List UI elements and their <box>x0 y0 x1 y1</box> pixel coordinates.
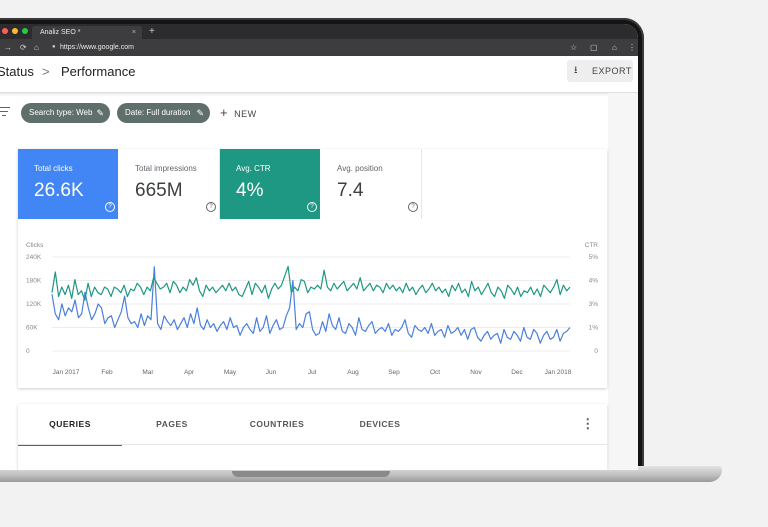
tab-close-icon[interactable]: × <box>131 29 136 36</box>
help-icon[interactable]: ? <box>206 202 216 212</box>
breadcrumb-parent[interactable]: Status <box>0 64 34 79</box>
browser-tab-bar: Analiz SEO * × + <box>0 24 638 39</box>
tab-label: QUERIES <box>49 419 91 429</box>
browser-address-bar: → ⟳ ⌂ ● https://www.google.com ☆ ▢ ⌂ ⋮ <box>0 39 638 56</box>
left-tick-label: 180K <box>26 278 42 285</box>
export-button[interactable]: ⭳ EXPORT <box>567 60 633 82</box>
x-tick-label: Mar <box>142 369 154 376</box>
metric-label: Avg. position <box>337 164 383 173</box>
x-tick-label: Jul <box>308 369 317 376</box>
x-tick-label: Jan 2017 <box>53 369 80 376</box>
chip-label: Date: Full duration <box>125 108 191 117</box>
browser-menu-icon[interactable]: ⋮ <box>628 43 636 52</box>
help-icon[interactable]: ? <box>105 202 115 212</box>
extension-icon[interactable]: ▢ <box>590 43 598 52</box>
more-options-icon[interactable]: ⋮ <box>581 416 595 431</box>
close-window-dot[interactable] <box>2 28 8 34</box>
laptop-screen: Analiz SEO * × + → ⟳ ⌂ ● https://www.goo… <box>0 24 638 470</box>
tab-label: DEVICES <box>359 419 401 429</box>
edit-pencil-icon: ✎ <box>196 108 204 118</box>
filter-chip-date[interactable]: Date: Full duration ✎ <box>117 103 210 123</box>
dimension-tabs-panel: QUERIES PAGES COUNTRIES DEVICES ⋮ <box>18 404 607 470</box>
chip-label: Search type: Web <box>29 108 93 117</box>
x-tick-label: Jun <box>266 369 277 376</box>
tab-label: COUNTRIES <box>249 419 305 429</box>
metric-label: Total clicks <box>34 164 73 173</box>
tab-label: PAGES <box>156 419 188 429</box>
right-tick-label: 1% <box>589 325 599 332</box>
home-icon[interactable]: ⌂ <box>34 43 39 52</box>
metric-label: Total impressions <box>135 164 197 173</box>
filter-icon[interactable] <box>0 107 10 118</box>
tab-pages[interactable]: PAGES <box>122 404 222 444</box>
maximize-window-dot[interactable] <box>22 28 28 34</box>
tab-devices[interactable]: DEVICES <box>332 404 428 444</box>
help-icon[interactable]: ? <box>307 202 317 212</box>
url-field[interactable]: https://www.google.com <box>60 44 134 51</box>
tab-countries[interactable]: COUNTRIES <box>222 404 332 444</box>
x-tick-label: Feb <box>101 369 113 376</box>
new-filter-label: NEW <box>234 109 257 119</box>
metric-card-avg-ctr[interactable]: Avg. CTR 4% ? <box>220 149 320 219</box>
left-tick-label: 240K <box>26 254 42 261</box>
browser-tab[interactable]: Analiz SEO * × <box>32 26 142 39</box>
x-tick-label: Oct <box>430 369 440 376</box>
x-tick-label: Nov <box>470 369 482 376</box>
x-tick-label: Aug <box>347 369 359 376</box>
left-axis-label: Clicks <box>26 242 44 249</box>
minimize-window-dot[interactable] <box>12 28 18 34</box>
right-tick-label: 4% <box>589 278 599 285</box>
profile-icon[interactable]: ⌂ <box>612 43 617 52</box>
tabs-divider <box>18 444 607 445</box>
new-tab-icon[interactable]: + <box>149 26 155 37</box>
page-title: Performance <box>61 64 136 79</box>
export-label: EXPORT <box>592 66 632 76</box>
app-header: Status > Performance ⭳ EXPORT <box>0 56 638 93</box>
right-tick-label: 5% <box>589 254 599 261</box>
help-icon[interactable]: ? <box>408 202 418 212</box>
left-tick-label: 0 <box>26 348 30 355</box>
right-tick-label: 0 <box>594 348 598 355</box>
metric-value: 4% <box>236 180 264 201</box>
metric-value: 7.4 <box>337 180 364 201</box>
metric-value: 26.6K <box>34 180 84 201</box>
right-gutter <box>608 93 638 470</box>
edit-pencil-icon: ✎ <box>96 108 104 118</box>
lock-icon: ● <box>52 44 56 50</box>
tab-queries[interactable]: QUERIES <box>18 404 122 446</box>
metric-card-total-impressions[interactable]: Total impressions 665M ? <box>119 149 220 219</box>
metric-card-total-clicks[interactable]: Total clicks 26.6K ? <box>18 149 118 219</box>
performance-line-chart: Clicks CTR 240K 5% 180K 4% 120K 3% 60K 1% 0 0 Jan … <box>26 242 599 376</box>
metric-label: Avg. CTR <box>236 164 271 173</box>
download-icon: ⭳ <box>574 65 578 76</box>
right-tick-label: 3% <box>589 301 599 308</box>
laptop-hinge <box>232 471 390 477</box>
metric-card-avg-position[interactable]: Avg. position 7.4 ? <box>321 149 422 219</box>
x-tick-label: Jan 2018 <box>545 369 572 376</box>
back-icon[interactable]: → <box>4 43 12 52</box>
metric-value: 665M <box>135 180 183 201</box>
clicks-series-line <box>51 266 571 344</box>
browser-tab-title: Analiz SEO * <box>40 29 81 36</box>
x-tick-label: May <box>224 369 237 376</box>
filter-chip-search-type[interactable]: Search type: Web ✎ <box>21 103 110 123</box>
left-tick-label: 60K <box>26 325 38 332</box>
x-tick-label: Apr <box>184 369 195 376</box>
x-tick-label: Sep <box>388 369 400 376</box>
right-axis-label: CTR <box>585 242 599 249</box>
reload-icon[interactable]: ⟳ <box>20 43 27 52</box>
ctr-series-line <box>51 265 571 301</box>
left-tick-label: 120K <box>26 301 42 308</box>
x-tick-label: Dec <box>511 369 523 376</box>
bookmark-star-icon[interactable]: ☆ <box>570 43 578 52</box>
breadcrumb-separator: > <box>42 64 50 79</box>
new-filter-button[interactable]: + NEW <box>220 103 257 124</box>
plus-icon: + <box>220 105 229 120</box>
